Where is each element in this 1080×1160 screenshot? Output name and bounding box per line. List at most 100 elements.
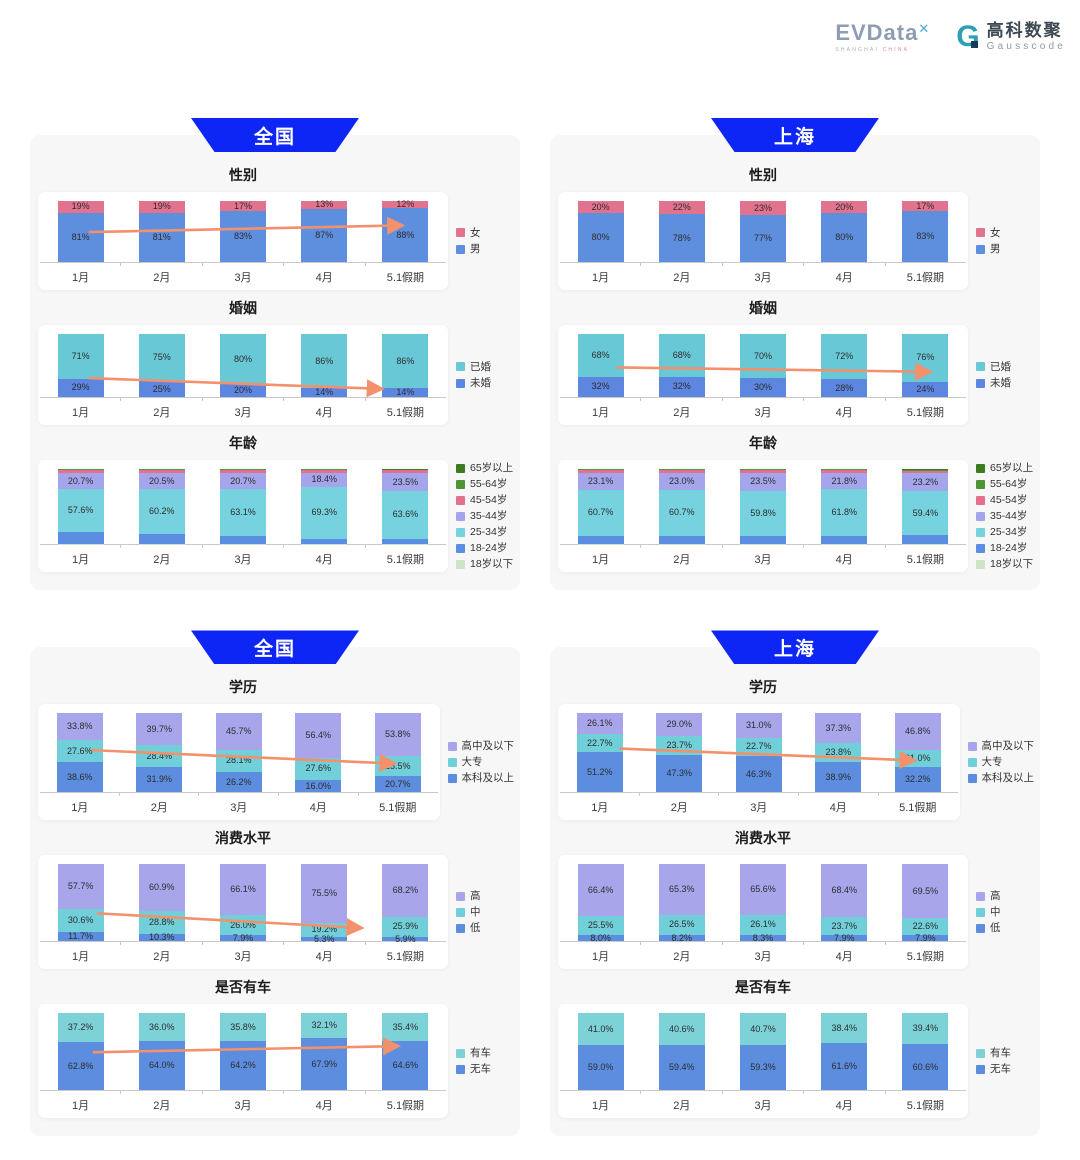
bar-segment-男: 80%	[821, 213, 868, 262]
bar-segment-大专: 21.0%	[894, 750, 941, 767]
category-label: 4月	[315, 554, 333, 567]
legend-swatch	[456, 543, 465, 553]
legend-swatch	[967, 774, 977, 783]
bar-segment-男: 80%	[577, 213, 624, 262]
evdata-wordmark: EVData✕	[835, 22, 930, 44]
chart-title: 消费水平	[735, 830, 791, 847]
bar-segment-本科及以上: 31.9%	[136, 767, 183, 793]
legend-swatch	[447, 757, 457, 767]
segment-label: 66.4%	[587, 884, 614, 895]
legend-swatch	[447, 774, 457, 783]
segment-label: 25%	[152, 383, 171, 394]
stacked-bar: 20.7% 57.6%	[57, 469, 104, 545]
bar-slot: 20.7% 63.1%	[202, 469, 283, 545]
stacked-bar: 31.0% 22.7% 46.3%	[735, 713, 782, 793]
stacked-bar: 60.9% 28.8% 10.3%	[138, 864, 185, 941]
chart-title: 性别	[229, 167, 257, 183]
legend-item-18岁以下: 18岁以下	[976, 558, 1034, 570]
axis-tick	[40, 793, 120, 797]
segment-label: 23.2%	[912, 476, 939, 487]
axis-tick	[719, 793, 800, 797]
bar-slot: 20% 80%	[560, 201, 641, 262]
category-label: 1月	[592, 951, 610, 964]
card-wrap-3: 上海 学历 26.1% 22.7% 51.2% 29.0% 23.7% 47.3% 31.0% 2…	[550, 630, 1040, 1137]
category-label: 3月	[754, 951, 772, 964]
bar-segment-25-34岁: 63.1%	[220, 488, 266, 537]
bars-area: 37.2% 62.8% 36.0% 64.0% 35.8% 64.2% 32.1% 67.9%…	[40, 1013, 446, 1092]
bar-segment-45-54岁	[658, 469, 705, 473]
bar-segment-未婚: 29%	[57, 378, 104, 397]
segment-label: 59.0%	[587, 1062, 614, 1073]
bars-area: 71% 29% 75% 25% 80% 20% 86% 14% 86% 14%	[40, 334, 446, 398]
category-label: 5.1假期	[906, 951, 945, 964]
bar-segment-无车: 59.3%	[740, 1044, 786, 1091]
chart-row: 20.7% 57.6% 20.5% 60.2% 20.7% 63.1% 18.4% 69.3%…	[38, 460, 514, 573]
bar-slot: 26.1% 22.7% 51.2%	[560, 713, 640, 793]
legend-label: 女	[990, 226, 1001, 239]
bar-segment-无车: 62.8%	[57, 1042, 104, 1091]
chart-title: 是否有车	[215, 979, 271, 996]
axis-ticks	[40, 545, 446, 549]
legend-item-25-34岁: 25-34岁	[456, 526, 514, 538]
category-label: 1月	[592, 407, 610, 419]
bar-segment-低: 8.0%	[577, 933, 624, 942]
legend-swatch	[976, 244, 985, 254]
stacked-bar: 23% 77%	[740, 201, 786, 262]
legend-swatch	[976, 495, 985, 505]
axis-tick	[121, 398, 203, 401]
bar-segment-高中及以下: 29.0%	[656, 713, 703, 737]
bar-slot: 17% 83%	[885, 201, 966, 262]
header: EVData✕ SHANGHAI CHINA G 高科数聚 Gausscode	[0, 0, 1080, 118]
bar-segment-中: 30.6%	[57, 908, 104, 933]
bar-slot: 38.4% 61.6%	[804, 1013, 885, 1091]
axis-tick	[560, 398, 642, 401]
category-label: 1月	[592, 1100, 610, 1113]
segment-label: 59.3%	[750, 1062, 776, 1073]
segment-label: 75%	[152, 352, 171, 363]
chart-row: 41.0% 59.0% 40.6% 59.4% 40.7% 59.3% 38.4% 61.6%…	[558, 1004, 1034, 1119]
legend-label: 45-54岁	[990, 494, 1028, 507]
bar-segment-55-64岁	[821, 469, 868, 470]
stacked-bar: 37.3% 23.8% 38.9%	[815, 713, 862, 793]
segment-label: 64.6%	[392, 1060, 419, 1071]
legend-swatch	[976, 511, 985, 521]
bar-segment-未婚: 32%	[658, 376, 705, 397]
legend-label: 高中及以下	[461, 740, 515, 753]
axis-tick	[799, 793, 879, 797]
segment-label: 86%	[315, 355, 334, 366]
stacked-bar: 70% 30%	[740, 334, 786, 397]
legend-item-18-24岁: 18-24岁	[456, 542, 514, 554]
legend-swatch	[976, 1048, 985, 1058]
legend-label: 本科及以上	[461, 772, 515, 785]
bars-area: 26.1% 22.7% 51.2% 29.0% 23.7% 47.3% 31.0% 22.7%…	[560, 713, 958, 794]
segment-label: 28%	[835, 382, 854, 393]
bar-segment-55-64岁	[382, 469, 429, 471]
legend: 65岁以上 55-64岁 45-54岁 35-44岁 25-34岁 18-24岁 18岁以下	[456, 460, 514, 572]
legend-label: 无车	[990, 1063, 1011, 1076]
segment-label: 39.7%	[146, 723, 173, 734]
segment-label: 86%	[396, 355, 415, 366]
bar-segment-45-54岁	[57, 469, 104, 474]
segment-label: 16.0%	[305, 780, 332, 791]
bar-slot: 12% 88%	[365, 200, 446, 262]
bar-segment-有车: 36.0%	[138, 1013, 185, 1042]
legend-item-男: 男	[976, 243, 1034, 255]
segment-label: 32.1%	[311, 1020, 337, 1031]
bar-segment-低: 7.9%	[821, 933, 868, 942]
bar-segment-女: 19%	[138, 201, 185, 213]
segment-label: 29%	[71, 382, 90, 393]
bar-segment-55-64岁	[740, 469, 786, 470]
category-label: 4月	[835, 407, 853, 419]
category-label: 3月	[754, 1100, 772, 1113]
stacked-bar: 69.5% 22.6% 7.9%	[902, 864, 949, 942]
legend-label: 55-64岁	[990, 478, 1028, 491]
legend-item-女: 女	[976, 227, 1034, 239]
category-label: 4月	[835, 951, 853, 964]
bar-segment-已婚: 80%	[220, 334, 266, 385]
stacked-bar: 35.8% 64.2%	[220, 1013, 266, 1091]
axis-ticks	[560, 398, 966, 401]
bar-segment-低: 8.3%	[740, 933, 786, 942]
axis-ticks	[40, 398, 446, 401]
axis-tick	[723, 263, 805, 266]
segment-label: 68.2%	[392, 885, 419, 896]
